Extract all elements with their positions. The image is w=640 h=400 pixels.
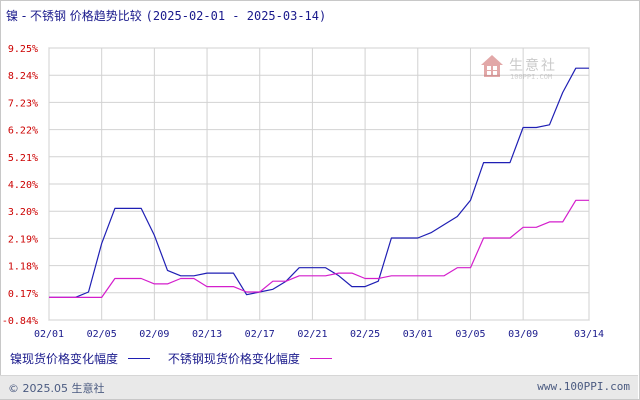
chart-title: 镍 - 不锈钢 价格趋势比较 (2025-02-01 - 2025-03-14) (6, 7, 326, 24)
site-link[interactable]: www.100PPI.com (537, 380, 630, 393)
watermark-url: 100PPI.COM (510, 73, 553, 81)
y-tick-label: 7.23% (8, 98, 38, 109)
watermark-logo: 生意社 100PPI.COM (479, 53, 555, 83)
x-tick-label: 02/17 (245, 329, 275, 340)
legend-swatch-stainless (309, 358, 332, 359)
chart-title-main: 镍 - 不锈钢 价格趋势比较 (6, 9, 142, 23)
house-icon (481, 55, 503, 77)
x-tick-label: 02/25 (350, 329, 380, 340)
chart-series (49, 67, 589, 298)
y-tick-label: -0.84% (2, 316, 38, 327)
x-tick-label: 03/14 (574, 329, 604, 340)
legend-swatch-nickel (128, 358, 151, 359)
legend-label-stainless: 不锈钢现货价格变化幅度 (167, 352, 300, 366)
copyright-text: © 2025.05 生意社 (8, 382, 105, 395)
x-tick-label: 03/01 (403, 329, 433, 340)
x-tick-label: 03/09 (508, 329, 538, 340)
chart-grid (48, 47, 590, 321)
y-tick-label: 8.24% (8, 71, 38, 82)
x-tick-label: 02/13 (192, 329, 222, 340)
y-tick-label: 5.21% (8, 153, 38, 164)
y-tick-label: 1.18% (8, 262, 38, 273)
x-tick-label: 03/05 (455, 329, 485, 340)
chart-title-dates: (2025-02-01 - 2025-03-14) (145, 9, 327, 23)
legend-label-nickel: 镍现货价格变化幅度 (10, 352, 119, 366)
y-tick-label: 2.19% (8, 234, 38, 245)
footer-bar: © 2025.05 生意社 www.100PPI.com (0, 375, 638, 399)
x-axis-ticks: 02/01 02/05 02/09 02/13 02/17 02/21 02/25 03/01… (34, 329, 604, 340)
x-tick-label: 02/21 (297, 329, 327, 340)
x-tick-label: 02/01 (34, 329, 64, 340)
x-tick-label: 02/09 (139, 329, 169, 340)
x-tick-label: 02/05 (87, 329, 117, 340)
series-line-stainless (49, 199, 589, 298)
watermark-name: 生意社 (509, 58, 557, 74)
legend-item-stainless: 不锈钢现货价格变化幅度 (168, 350, 332, 367)
y-tick-label: 3.20% (8, 207, 38, 218)
chart-legend: 镍现货价格变化幅度 不锈钢现货价格变化幅度 (10, 350, 346, 367)
y-axis-ticks: 9.25% 8.24% 7.23% 6.22% 5.21% 4.20% 3.20% 2.19%… (2, 44, 38, 327)
y-tick-label: 6.22% (8, 126, 38, 137)
legend-item-nickel: 镍现货价格变化幅度 (10, 350, 151, 367)
y-tick-label: 0.17% (8, 289, 38, 300)
y-tick-label: 9.25% (8, 44, 38, 55)
y-tick-label: 4.20% (8, 180, 38, 191)
series-line-nickel (49, 67, 589, 298)
